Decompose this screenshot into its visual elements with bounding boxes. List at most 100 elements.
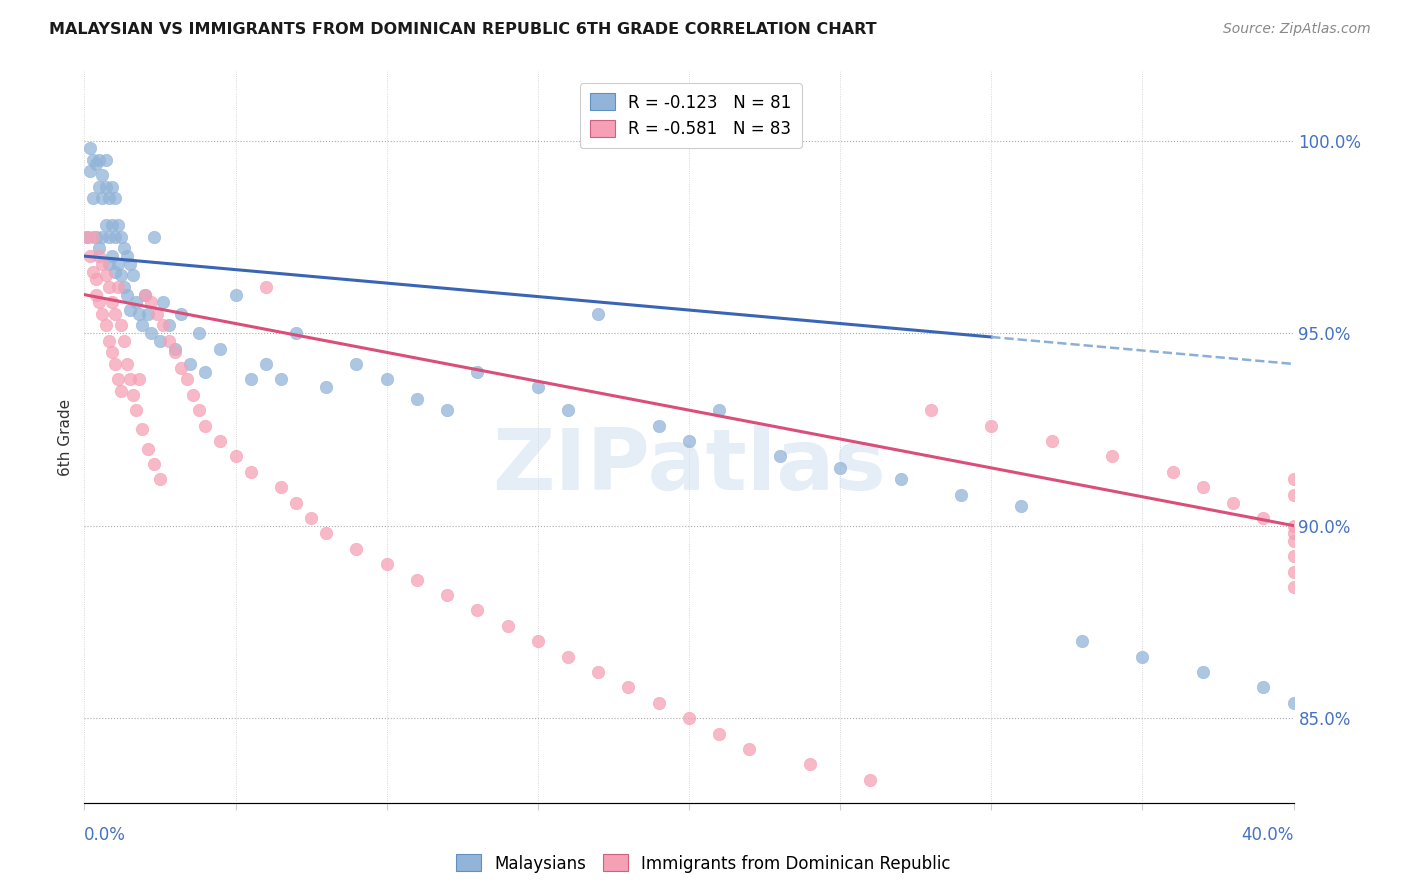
Point xyxy=(181,388,204,402)
Point xyxy=(89,249,111,263)
Point xyxy=(115,287,138,301)
Point xyxy=(194,365,217,379)
Point xyxy=(149,334,172,348)
Point xyxy=(1040,434,1063,448)
Point xyxy=(285,495,308,509)
Point xyxy=(146,307,169,321)
Point xyxy=(76,230,98,244)
Point xyxy=(149,472,172,486)
Point xyxy=(980,418,1002,433)
Point xyxy=(1282,534,1305,549)
Point xyxy=(100,219,122,233)
Point xyxy=(97,257,120,271)
Text: ZIPatlas: ZIPatlas xyxy=(492,425,886,508)
Point xyxy=(315,380,337,394)
Point xyxy=(82,153,104,167)
Point xyxy=(315,526,337,541)
Point xyxy=(859,772,882,787)
Text: MALAYSIAN VS IMMIGRANTS FROM DOMINICAN REPUBLIC 6TH GRADE CORRELATION CHART: MALAYSIAN VS IMMIGRANTS FROM DOMINICAN R… xyxy=(49,22,877,37)
Point xyxy=(176,372,198,386)
Point xyxy=(118,303,141,318)
Point xyxy=(1282,565,1305,579)
Point xyxy=(890,472,912,486)
Point xyxy=(86,287,108,301)
Point xyxy=(165,345,187,359)
Point xyxy=(527,380,550,394)
Point xyxy=(107,372,129,386)
Point xyxy=(152,295,174,310)
Point xyxy=(79,164,101,178)
Point xyxy=(79,141,101,155)
Point xyxy=(82,230,104,244)
Point xyxy=(1222,495,1244,509)
Point xyxy=(86,272,108,286)
Point xyxy=(209,434,232,448)
Point xyxy=(128,307,150,321)
Point xyxy=(76,230,98,244)
Point xyxy=(100,295,122,310)
Point xyxy=(91,169,114,183)
Point xyxy=(179,357,201,371)
Point xyxy=(89,153,111,167)
Text: Source: ZipAtlas.com: Source: ZipAtlas.com xyxy=(1223,22,1371,37)
Point xyxy=(678,711,700,725)
Point xyxy=(91,230,114,244)
Point xyxy=(94,179,117,194)
Point xyxy=(270,372,292,386)
Point xyxy=(110,384,132,398)
Point xyxy=(648,418,671,433)
Point xyxy=(104,357,127,371)
Point xyxy=(194,418,217,433)
Point xyxy=(209,342,232,356)
Point xyxy=(131,318,153,333)
Point xyxy=(920,403,942,417)
Point xyxy=(1313,711,1336,725)
Point xyxy=(1282,549,1305,564)
Point xyxy=(648,696,671,710)
Point xyxy=(1282,580,1305,594)
Point xyxy=(527,634,550,648)
Point xyxy=(1161,465,1184,479)
Point xyxy=(1282,472,1305,486)
Point xyxy=(97,230,120,244)
Point xyxy=(1011,500,1033,514)
Point xyxy=(118,372,141,386)
Point xyxy=(1192,480,1215,494)
Point xyxy=(1282,526,1305,541)
Point xyxy=(104,191,127,205)
Point xyxy=(97,334,120,348)
Point xyxy=(139,295,162,310)
Point xyxy=(100,179,122,194)
Point xyxy=(1192,665,1215,679)
Point xyxy=(118,257,141,271)
Point xyxy=(104,307,127,321)
Point xyxy=(128,372,150,386)
Point xyxy=(134,287,156,301)
Point xyxy=(496,618,519,632)
Point xyxy=(82,191,104,205)
Point xyxy=(131,422,153,436)
Point xyxy=(94,153,117,167)
Point xyxy=(588,307,610,321)
Point xyxy=(254,280,277,294)
Point xyxy=(94,318,117,333)
Point xyxy=(1282,696,1305,710)
Y-axis label: 6th Grade: 6th Grade xyxy=(58,399,73,475)
Point xyxy=(115,357,138,371)
Point xyxy=(738,742,761,756)
Point xyxy=(165,342,187,356)
Point xyxy=(1130,649,1153,664)
Point xyxy=(299,511,322,525)
Point xyxy=(1253,511,1275,525)
Point xyxy=(157,334,180,348)
Point xyxy=(91,191,114,205)
Point xyxy=(678,434,700,448)
Point xyxy=(112,280,135,294)
Point xyxy=(170,360,193,375)
Point xyxy=(86,157,108,171)
Point xyxy=(285,326,308,340)
Point xyxy=(799,757,821,772)
Point xyxy=(79,249,101,263)
Point xyxy=(239,372,262,386)
Point xyxy=(121,388,143,402)
